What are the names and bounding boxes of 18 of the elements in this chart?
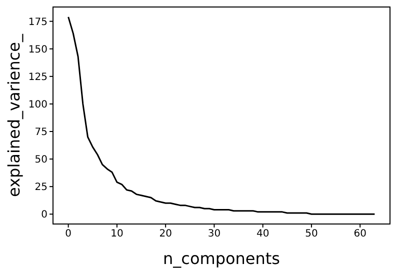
y-tick-label: 25 — [34, 182, 48, 194]
x-tick-label: 20 — [159, 228, 172, 240]
y-tick-label: 100 — [28, 100, 48, 111]
y-tick-label: 175 — [28, 16, 48, 28]
y-axis-title: explained_varience_ — [4, 33, 24, 197]
y-tick-label: 150 — [28, 44, 48, 56]
x-tick-label: 50 — [305, 228, 318, 240]
y-tick-label: 50 — [34, 154, 48, 166]
line-series — [68, 16, 376, 215]
x-tick-label: 30 — [208, 228, 221, 240]
y-tick-label: 0 — [41, 210, 48, 221]
x-tick-label: 60 — [354, 228, 366, 240]
x-axis-title: n_components — [163, 249, 280, 268]
x-tick-label: 10 — [110, 228, 124, 240]
y-tick-label: 75 — [34, 127, 48, 138]
y-tick-label: 125 — [28, 72, 48, 83]
x-tick-label: 40 — [256, 228, 270, 240]
x-tick-label: 0 — [65, 228, 72, 240]
